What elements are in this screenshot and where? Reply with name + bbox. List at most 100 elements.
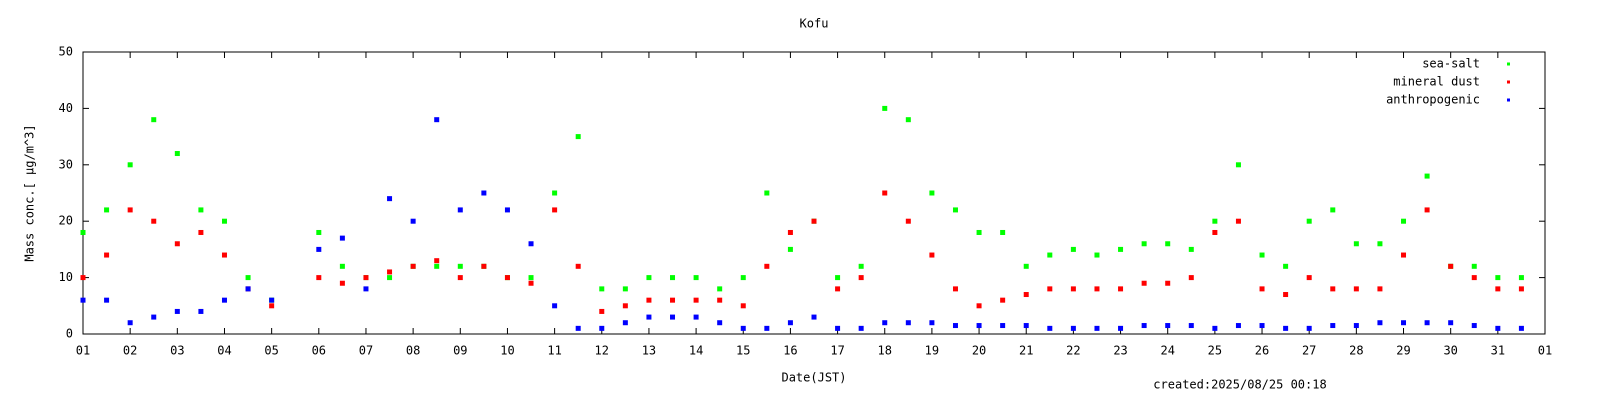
chart-title: Kofu [800, 17, 829, 31]
x-tick-label: 18 [878, 344, 892, 358]
data-point [339, 235, 345, 241]
data-point [670, 297, 676, 303]
data-point [457, 207, 463, 213]
x-tick-label: 25 [1208, 344, 1222, 358]
data-point [1471, 263, 1477, 269]
data-point [717, 286, 723, 292]
data-point [1283, 292, 1289, 298]
data-point [339, 280, 345, 286]
x-tick-label: 06 [312, 344, 326, 358]
data-point [599, 308, 605, 314]
data-point [575, 134, 581, 140]
data-point [952, 323, 958, 329]
y-axis-label: Mass conc.[ μg/m^3] [23, 124, 37, 261]
data-point [1235, 323, 1241, 329]
x-tick-label: 29 [1396, 344, 1410, 358]
data-point [1353, 286, 1359, 292]
data-point [1118, 325, 1124, 331]
data-point [127, 320, 133, 326]
x-tick-label: 21 [1019, 344, 1033, 358]
data-point [481, 263, 487, 269]
data-point [575, 263, 581, 269]
data-point [1401, 252, 1407, 258]
data-point [1259, 323, 1265, 329]
data-point [1023, 292, 1029, 298]
data-point [457, 275, 463, 281]
data-point [1141, 280, 1147, 286]
x-tick-label: 26 [1255, 344, 1269, 358]
data-point [1070, 325, 1076, 331]
data-point [882, 105, 888, 111]
data-point [882, 190, 888, 196]
data-point [976, 323, 982, 329]
data-point [882, 320, 888, 326]
x-tick-label: 08 [406, 344, 420, 358]
data-point [1094, 286, 1100, 292]
data-point [1330, 323, 1336, 329]
data-point [717, 320, 723, 326]
data-point [221, 297, 227, 303]
data-point [528, 280, 534, 286]
data-point [811, 218, 817, 224]
data-point [740, 303, 746, 309]
y-tick-label: 50 [59, 45, 73, 59]
y-tick-label: 0 [66, 327, 73, 341]
data-point [528, 241, 534, 247]
data-point [1377, 241, 1383, 247]
data-point [151, 218, 157, 224]
data-point [1235, 162, 1241, 168]
data-point [151, 117, 157, 123]
data-point [1471, 275, 1477, 281]
data-point [1495, 275, 1501, 281]
x-tick-label: 17 [830, 344, 844, 358]
data-point [316, 246, 322, 252]
data-point [575, 325, 581, 331]
legend-swatch [1507, 62, 1510, 66]
x-tick-label: 24 [1160, 344, 1174, 358]
data-point [80, 229, 86, 235]
data-point [1448, 263, 1454, 269]
data-point [1401, 218, 1407, 224]
legend-label: sea-salt [1422, 57, 1480, 71]
data-point [269, 297, 275, 303]
data-point [387, 196, 393, 202]
x-tick-label: 05 [264, 344, 278, 358]
data-point [104, 297, 110, 303]
data-point [552, 190, 558, 196]
data-point [198, 308, 204, 314]
data-point [1212, 218, 1218, 224]
data-point [905, 320, 911, 326]
data-point [504, 275, 510, 281]
data-point [787, 320, 793, 326]
data-point [929, 190, 935, 196]
data-point [811, 314, 817, 320]
data-point [1518, 325, 1524, 331]
y-tick-label: 20 [59, 214, 73, 228]
data-point [80, 275, 86, 281]
x-tick-label: 10 [500, 344, 514, 358]
data-point [740, 275, 746, 281]
x-tick-label: 01 [76, 344, 90, 358]
data-point [976, 303, 982, 309]
data-point [835, 325, 841, 331]
data-point [1424, 207, 1430, 213]
data-point [528, 275, 534, 281]
data-point [434, 263, 440, 269]
data-point [1023, 323, 1029, 329]
data-point [835, 275, 841, 281]
data-point [1353, 323, 1359, 329]
data-point [1141, 323, 1147, 329]
data-point [104, 207, 110, 213]
data-point [1424, 320, 1430, 326]
data-point [1047, 252, 1053, 258]
y-tick-label: 40 [59, 101, 73, 115]
data-point [221, 218, 227, 224]
data-point [1306, 325, 1312, 331]
data-point [1188, 323, 1194, 329]
data-point [1283, 263, 1289, 269]
data-point [1330, 207, 1336, 213]
x-axis-label: Date(JST) [781, 371, 846, 385]
data-point [858, 275, 864, 281]
data-point [387, 269, 393, 275]
